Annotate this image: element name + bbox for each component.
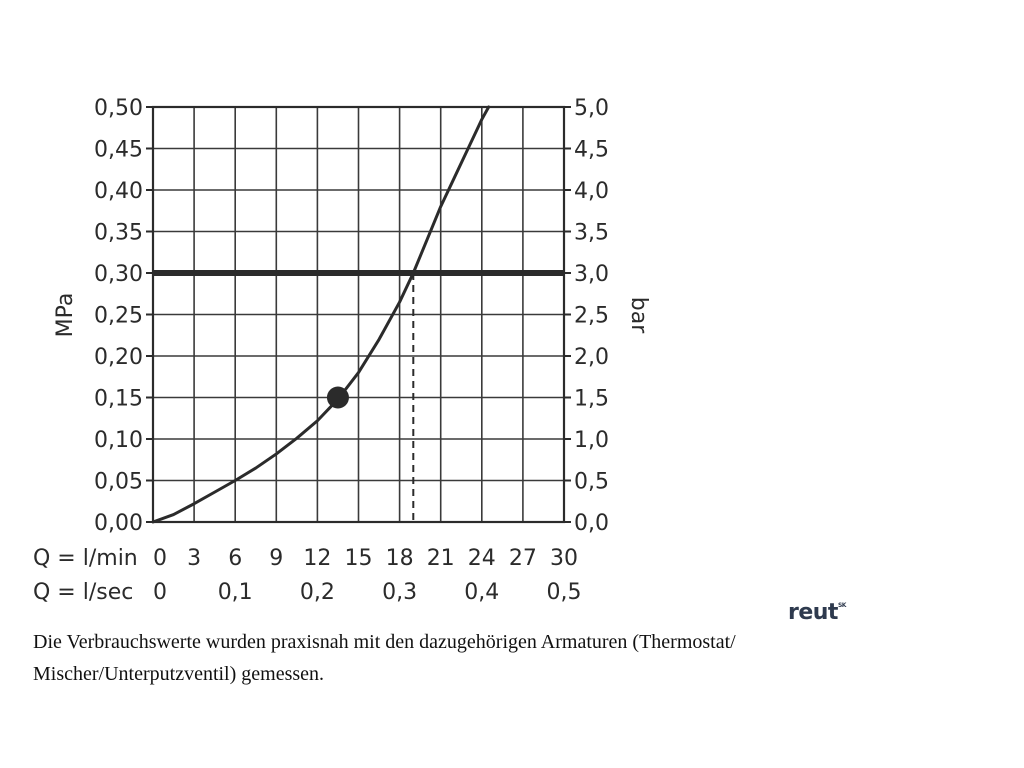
x-tick-label-lmin: 18: [386, 546, 414, 571]
left-axis-tick-label: 0,30: [94, 262, 143, 287]
right-axis-tick-label: 4,0: [574, 179, 609, 204]
left-axis-tick-label: 0,05: [94, 470, 143, 495]
left-axis-tick-label: 0,35: [94, 221, 143, 246]
right-axis-tick-label: 3,0: [574, 262, 609, 287]
right-axis-tick-label: 0,5: [574, 470, 609, 495]
x-tick-label-lmin: 0: [153, 546, 167, 571]
x-tick-label-lmin: 12: [303, 546, 331, 571]
x-tick-label-lsec: 0,4: [464, 580, 499, 605]
x-tick-label-lmin: 21: [427, 546, 455, 571]
caption-line-1: Die Verbrauchswerte wurden praxisnah mit…: [33, 631, 736, 653]
right-axis-tick-label: 3,5: [574, 221, 609, 246]
right-axis-tick-label: 5,0: [574, 96, 609, 121]
plot-marks: [151, 105, 564, 524]
x-axis-label-lsec: Q = l/sec: [33, 580, 133, 605]
caption-text: Die Verbrauchswerte wurden praxisnah mit…: [33, 626, 993, 690]
right-axis-tick-label: 2,0: [574, 345, 609, 370]
x-tick-label-lsec: 0,2: [300, 580, 335, 605]
logo-superscript: SK: [837, 602, 846, 609]
left-axis-tick-labels: 0,00 0,05 0,10 0,15 0,20 0,25 0,30 0,35 0,40 0,45…: [94, 96, 143, 536]
x-tick-label-lmin: 24: [468, 546, 496, 571]
left-axis-tick-label: 0,25: [94, 304, 143, 329]
x-axis-label-lmin: Q = l/min: [33, 546, 138, 571]
x-tick-label-lmin: 3: [187, 546, 201, 571]
x-tick-label-lsec: 0,5: [547, 580, 582, 605]
x-tick-label-lsec: 0,1: [218, 580, 253, 605]
caption-line-2: Mischer/Unterputzventil) gemessen.: [33, 663, 325, 685]
left-axis-tick-label: 0,40: [94, 179, 143, 204]
left-axis-tick-label: 0,00: [94, 511, 143, 536]
right-axis-tick-label: 1,5: [574, 387, 609, 412]
left-axis-tick-label: 0,50: [94, 96, 143, 121]
x-tick-label-lmin: 6: [228, 546, 242, 571]
grid-lines: [152, 106, 565, 523]
right-axis-tick-label: 4,5: [574, 138, 609, 163]
left-axis-tick-label: 0,15: [94, 387, 143, 412]
reut-logo: reutSK: [788, 600, 846, 625]
plot-border: [151, 105, 566, 524]
left-axis-tick-label: 0,20: [94, 345, 143, 370]
right-axis-tick-labels: 0,0 0,5 1,0 1,5 2,0 2,5 3,0 3,5 4,0 4,5 5,0: [574, 96, 609, 536]
y-right-axis-label: bar: [626, 297, 651, 334]
right-axis-tick-label: 2,5: [574, 304, 609, 329]
right-axis-tick-label: 0,0: [574, 511, 609, 536]
x-tick-label-lmin: 27: [509, 546, 537, 571]
x-tick-label-lsec: 0: [153, 580, 167, 605]
pressure-flow-chart: 0,000,050,100,150,200,250,300,350,400,45…: [33, 96, 651, 605]
logo-text: reut: [788, 600, 838, 625]
x-axis-tick-labels: 0 3 6 9 12 15 18 21 24 27 30 0 0,1 0,2 0,3 0,4 0,5: [153, 546, 582, 605]
right-axis-tick-label: 1,0: [574, 428, 609, 453]
operating-point-marker: [326, 386, 349, 409]
y-left-axis-label: MPa: [53, 293, 78, 338]
left-axis-tick-label: 0,10: [94, 428, 143, 453]
x-tick-label-lmin: 15: [345, 546, 373, 571]
left-axis-tick-label: 0,45: [94, 138, 143, 163]
x-tick-label-lmin: 30: [550, 546, 578, 571]
x-tick-label-lsec: 0,3: [382, 580, 417, 605]
series-line: [151, 105, 491, 524]
x-tick-label-lmin: 9: [269, 546, 283, 571]
